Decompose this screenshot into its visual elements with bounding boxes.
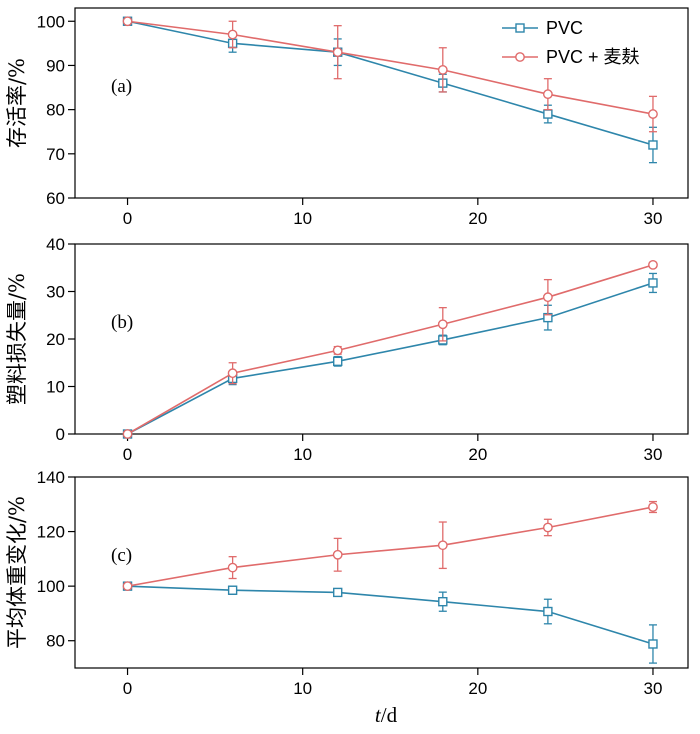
y-axis-label: 平均体重变化/%: [5, 496, 29, 649]
plot-frame: [74, 476, 689, 669]
data-point: [437, 319, 448, 330]
data-point: [543, 606, 553, 617]
y-tick-label: 40: [46, 235, 65, 254]
x-tick-label: 30: [644, 445, 663, 464]
data-point: [542, 89, 553, 100]
data-point: [648, 109, 658, 119]
data-point: [333, 587, 343, 598]
data-point: [437, 64, 448, 75]
x-tick-label: 10: [293, 209, 312, 228]
x-tick-label: 10: [293, 445, 312, 464]
x-tick-label: 10: [293, 679, 312, 698]
data-point: [122, 16, 133, 27]
series-pvc-bran: [122, 259, 658, 439]
x-tick-label: 0: [123, 445, 132, 464]
panel-label: (a): [111, 76, 132, 97]
y-tick-label: 0: [56, 425, 65, 444]
series-pvc-bran: [122, 500, 658, 592]
data-point: [542, 522, 553, 533]
panel-b: 0 10 20 30 0 10 20 30 40 塑料损失量/% (b): [5, 235, 689, 464]
x-tick-label: 20: [468, 679, 487, 698]
x-tick-label: 20: [468, 445, 487, 464]
data-point: [438, 596, 448, 607]
y-axis-label: 存活率/%: [5, 58, 29, 148]
plot-frame: [74, 7, 689, 199]
y-tick-label: 120: [37, 523, 65, 542]
legend-label: PVC + 麦麸: [546, 47, 640, 67]
data-point: [648, 278, 658, 288]
series-line: [127, 20, 654, 146]
y-tick-label: 80: [46, 632, 65, 651]
data-point: [543, 109, 553, 119]
x-tick-label: 20: [468, 209, 487, 228]
x-tick-label: 30: [644, 679, 663, 698]
y-tick-label: 140: [37, 468, 65, 487]
data-point: [332, 549, 343, 560]
data-point: [227, 585, 238, 595]
series-line: [127, 506, 654, 587]
y-tick-label: 20: [46, 330, 65, 349]
y-tick-label: 80: [46, 101, 65, 120]
series-pvc: [122, 581, 658, 664]
panel-a: 0 10 20 30 60 70 80 90 100 存活率/% (a) PVC PVC + 麦麸: [5, 7, 689, 228]
x-tick-label: 0: [123, 679, 132, 698]
data-point: [437, 540, 448, 551]
series-line: [127, 585, 654, 645]
series-line: [127, 264, 654, 435]
y-tick-label: 100: [37, 12, 65, 31]
series-pvc-bran: [122, 16, 658, 133]
y-tick-label: 10: [46, 378, 65, 397]
data-point: [227, 29, 238, 40]
series-line: [127, 282, 654, 435]
legend-label: PVC: [546, 18, 583, 38]
y-tick-label: 70: [46, 145, 65, 164]
series-pvc: [122, 16, 658, 164]
data-point: [542, 292, 553, 303]
data-point: [648, 639, 658, 649]
data-point: [648, 259, 658, 270]
data-point: [122, 581, 133, 592]
legend-marker: [515, 52, 525, 62]
y-tick-label: 60: [46, 189, 65, 208]
data-point: [332, 47, 343, 58]
data-point: [122, 429, 133, 439]
x-tick-label: 30: [644, 209, 663, 228]
panel-c: 0 10 20 30 80 100 120 140 平均体重变化/% (c): [5, 468, 689, 698]
panel-label: (b): [111, 312, 133, 333]
y-tick-label: 100: [37, 577, 65, 596]
series-line: [127, 20, 654, 115]
data-point: [332, 345, 343, 356]
legend-marker: [515, 23, 525, 33]
data-point: [227, 562, 238, 573]
panel-label: (c): [111, 545, 132, 566]
x-tick-label: 0: [123, 209, 132, 228]
data-point: [333, 356, 343, 367]
legend: PVC PVC + 麦麸: [502, 18, 640, 67]
y-tick-label: 90: [46, 56, 65, 75]
data-point: [227, 368, 238, 379]
data-point: [648, 140, 658, 150]
y-axis-label: 塑料损失量/%: [5, 273, 29, 405]
data-point: [648, 502, 658, 512]
series-pvc: [122, 272, 658, 439]
x-axis-label: t/d: [375, 703, 398, 727]
y-tick-label: 30: [46, 283, 65, 302]
